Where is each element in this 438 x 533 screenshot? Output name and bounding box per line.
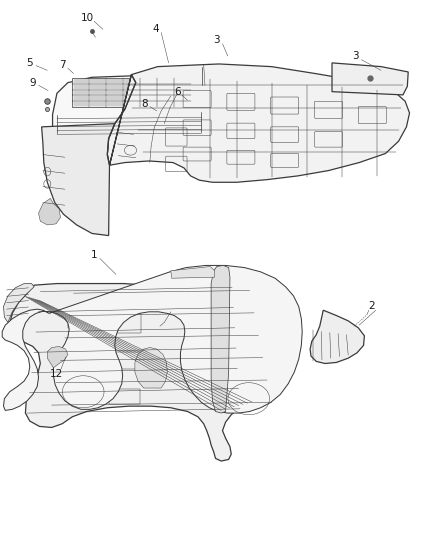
Bar xyxy=(107,102,122,106)
Bar xyxy=(74,85,88,88)
Bar xyxy=(74,91,88,94)
Text: 3: 3 xyxy=(352,51,359,61)
Text: 3: 3 xyxy=(213,35,220,45)
Text: 7: 7 xyxy=(59,60,66,70)
Bar xyxy=(124,85,138,88)
Polygon shape xyxy=(310,310,364,364)
Bar xyxy=(68,348,101,365)
Bar xyxy=(109,352,141,369)
Polygon shape xyxy=(47,346,68,368)
Bar xyxy=(91,85,105,88)
Polygon shape xyxy=(39,198,60,225)
Bar xyxy=(175,96,189,100)
Text: 2: 2 xyxy=(368,302,375,311)
Polygon shape xyxy=(332,63,408,95)
Polygon shape xyxy=(42,124,115,236)
Polygon shape xyxy=(10,284,246,461)
Text: 12: 12 xyxy=(49,369,63,379)
Text: 9: 9 xyxy=(29,78,36,87)
Bar xyxy=(124,102,138,106)
Bar xyxy=(68,309,101,328)
Bar xyxy=(141,102,155,106)
Bar xyxy=(158,79,172,83)
Text: 10: 10 xyxy=(81,13,94,22)
Bar xyxy=(124,96,138,100)
Polygon shape xyxy=(211,265,230,413)
Polygon shape xyxy=(2,265,302,413)
Bar xyxy=(175,85,189,88)
Bar xyxy=(124,91,138,94)
Polygon shape xyxy=(107,64,410,182)
Bar xyxy=(158,91,172,94)
Bar xyxy=(107,96,122,100)
Bar xyxy=(107,85,122,88)
Polygon shape xyxy=(4,284,34,322)
Bar xyxy=(91,102,105,106)
Text: 5: 5 xyxy=(26,58,33,68)
Polygon shape xyxy=(171,266,215,278)
Bar xyxy=(141,91,155,94)
Bar xyxy=(91,96,105,100)
Polygon shape xyxy=(72,78,191,107)
Bar xyxy=(109,314,141,333)
Text: 1: 1 xyxy=(91,250,98,260)
Polygon shape xyxy=(135,348,167,388)
Bar xyxy=(175,102,189,106)
Bar xyxy=(158,85,172,88)
Bar xyxy=(74,79,88,83)
Bar xyxy=(107,79,122,83)
Text: 6: 6 xyxy=(174,87,181,96)
Text: 8: 8 xyxy=(141,99,148,109)
Bar xyxy=(68,386,99,401)
Bar xyxy=(141,79,155,83)
Bar xyxy=(141,85,155,88)
Bar xyxy=(124,79,138,83)
Bar xyxy=(74,102,88,106)
Bar xyxy=(158,102,172,106)
Bar xyxy=(175,91,189,94)
Bar xyxy=(91,79,105,83)
Polygon shape xyxy=(53,75,215,139)
Bar xyxy=(109,389,140,404)
Text: 4: 4 xyxy=(152,25,159,34)
Bar xyxy=(158,96,172,100)
Bar xyxy=(107,91,122,94)
Bar xyxy=(141,96,155,100)
Bar xyxy=(74,96,88,100)
Bar xyxy=(91,91,105,94)
Bar xyxy=(175,79,189,83)
